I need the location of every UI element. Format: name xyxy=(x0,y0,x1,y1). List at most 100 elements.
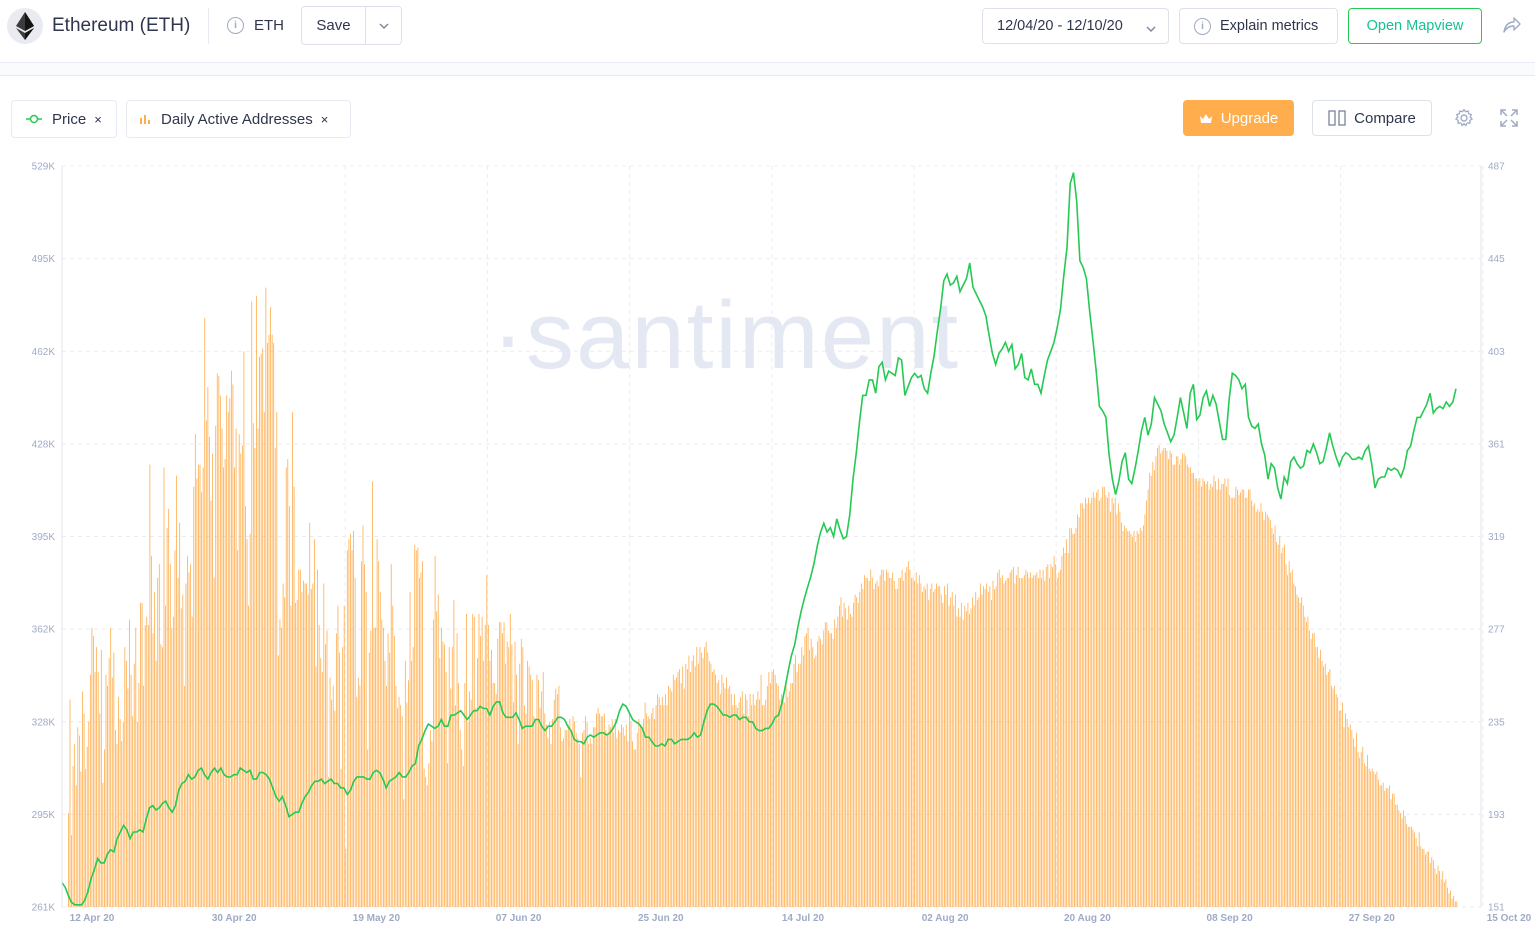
daily-active-addresses-bar xyxy=(1301,597,1303,907)
daily-active-addresses-bar xyxy=(309,522,311,907)
daily-active-addresses-bar xyxy=(1177,456,1179,907)
daily-active-addresses-bar xyxy=(1349,724,1351,907)
chart-area[interactable]: ·santiment 529K 487 495K 445 462K 403 428K 361 3… xyxy=(0,150,1535,936)
daily-active-addresses-bar xyxy=(393,636,395,907)
daily-active-addresses-bar xyxy=(83,713,85,907)
daily-active-addresses-bar xyxy=(981,594,983,907)
daily-active-addresses-bar xyxy=(1376,771,1378,907)
daily-active-addresses-bar xyxy=(1086,503,1088,907)
daily-active-addresses-bar xyxy=(1117,503,1119,907)
daily-active-addresses-bar xyxy=(708,660,710,907)
daily-active-addresses-bar xyxy=(832,638,834,907)
daily-active-addresses-bar xyxy=(415,550,417,907)
metric-chip-daily-active-addresses[interactable]: Daily Active Addresses × xyxy=(126,100,351,138)
daily-active-addresses-bar xyxy=(1226,486,1227,907)
explain-metrics-button[interactable]: i Explain metrics xyxy=(1179,8,1338,44)
price-line xyxy=(61,172,1457,906)
save-button[interactable]: Save xyxy=(316,17,351,34)
daily-active-addresses-bar xyxy=(561,741,563,907)
daily-active-addresses-bar xyxy=(1354,746,1356,907)
share-icon[interactable] xyxy=(1502,16,1522,39)
daily-active-addresses-bar xyxy=(959,616,961,907)
daily-active-addresses-bar xyxy=(436,611,438,907)
daily-active-addresses-bar xyxy=(182,594,184,907)
daily-active-addresses-bar xyxy=(331,699,333,907)
daily-active-addresses-bar xyxy=(804,636,806,907)
daily-active-addresses-bar xyxy=(226,395,228,907)
daily-active-addresses-bar xyxy=(138,683,140,907)
daily-active-addresses-bar xyxy=(1064,553,1066,907)
daily-active-addresses-bar xyxy=(431,741,433,907)
save-options-chevron-down-icon[interactable] xyxy=(366,23,401,29)
daily-active-addresses-bar xyxy=(1252,506,1254,907)
compare-button[interactable]: Compare xyxy=(1312,100,1432,136)
daily-active-addresses-bar xyxy=(621,724,622,907)
daily-active-addresses-bar xyxy=(96,647,98,907)
daily-active-addresses-bar xyxy=(524,705,525,907)
daily-active-addresses-bar xyxy=(867,577,869,907)
open-mapview-button[interactable]: Open Mapview xyxy=(1348,8,1482,44)
right-axis-tick-label: 487 xyxy=(1488,162,1505,173)
daily-active-addresses-bar xyxy=(185,583,187,907)
daily-active-addresses-bar xyxy=(909,569,911,907)
daily-active-addresses-bar xyxy=(1360,752,1362,907)
daily-active-addresses-bar xyxy=(1039,569,1041,907)
daily-active-addresses-bar xyxy=(563,738,564,907)
daily-active-addresses-bar xyxy=(455,705,456,907)
daily-active-addresses-bar xyxy=(116,743,118,907)
gear-icon[interactable] xyxy=(1454,108,1474,133)
compare-label: Compare xyxy=(1354,109,1416,127)
upgrade-button[interactable]: Upgrade xyxy=(1183,100,1294,136)
daily-active-addresses-bar xyxy=(928,600,930,907)
daily-active-addresses-bar xyxy=(610,727,612,907)
daily-active-addresses-bar xyxy=(697,663,699,907)
daily-active-addresses-bar xyxy=(68,812,69,907)
compare-icon xyxy=(1328,110,1346,126)
daily-active-addresses-bar xyxy=(650,713,652,907)
daily-active-addresses-bar xyxy=(1215,481,1216,907)
daily-active-addresses-bar xyxy=(1445,879,1447,907)
daily-active-addresses-bar xyxy=(569,718,571,907)
daily-active-addresses-bar xyxy=(1222,483,1224,907)
daily-active-addresses-bar xyxy=(152,633,154,907)
daily-active-addresses-bar xyxy=(187,555,188,907)
daily-active-addresses-bar xyxy=(1418,832,1420,907)
daily-active-addresses-bar xyxy=(1081,503,1083,907)
daily-active-addresses-bar xyxy=(969,613,970,907)
daily-active-addresses-bar xyxy=(1290,572,1292,907)
daily-active-addresses-bar xyxy=(495,694,497,907)
daily-active-addresses-bar xyxy=(647,716,649,907)
daily-active-addresses-bar xyxy=(1188,467,1190,907)
remove-metric-close-icon[interactable]: × xyxy=(320,111,329,127)
daily-active-addresses-bar xyxy=(72,765,74,907)
metric-chip-label: Daily Active Addresses xyxy=(161,110,313,128)
daily-active-addresses-bar xyxy=(917,583,919,907)
fullscreen-icon[interactable] xyxy=(1499,108,1519,133)
daily-active-addresses-bar xyxy=(633,749,635,907)
daily-active-addresses-bar xyxy=(840,597,842,907)
daily-active-addresses-bar xyxy=(205,420,207,907)
daily-active-addresses-bar xyxy=(378,561,380,907)
remove-metric-close-icon[interactable]: × xyxy=(94,111,102,127)
daily-active-addresses-bar xyxy=(1401,818,1403,907)
daily-active-addresses-bar xyxy=(679,669,680,907)
daily-active-addresses-bar xyxy=(719,694,721,907)
daily-active-addresses-bar xyxy=(489,660,491,907)
daily-active-addresses-bar xyxy=(274,448,276,907)
date-range-picker[interactable]: 12/04/20 - 12/10/20 xyxy=(982,8,1169,44)
daily-active-addresses-bar xyxy=(1174,464,1176,907)
daily-active-addresses-bar xyxy=(1042,569,1044,907)
daily-active-addresses-bar xyxy=(340,768,342,907)
metric-chip-price[interactable]: Price × xyxy=(11,100,117,138)
info-icon[interactable]: i xyxy=(227,17,244,34)
daily-active-addresses-bar xyxy=(798,663,800,907)
daily-active-addresses-bar xyxy=(281,627,282,907)
daily-active-addresses-bar xyxy=(168,508,170,907)
daily-active-addresses-bar xyxy=(643,718,644,907)
daily-active-addresses-bar xyxy=(870,569,872,907)
daily-active-addresses-bar xyxy=(282,583,284,907)
daily-active-addresses-bar xyxy=(654,718,655,907)
daily-active-addresses-bar xyxy=(1442,871,1444,907)
daily-active-addresses-bar xyxy=(1450,890,1451,907)
daily-active-addresses-bar xyxy=(925,589,926,907)
